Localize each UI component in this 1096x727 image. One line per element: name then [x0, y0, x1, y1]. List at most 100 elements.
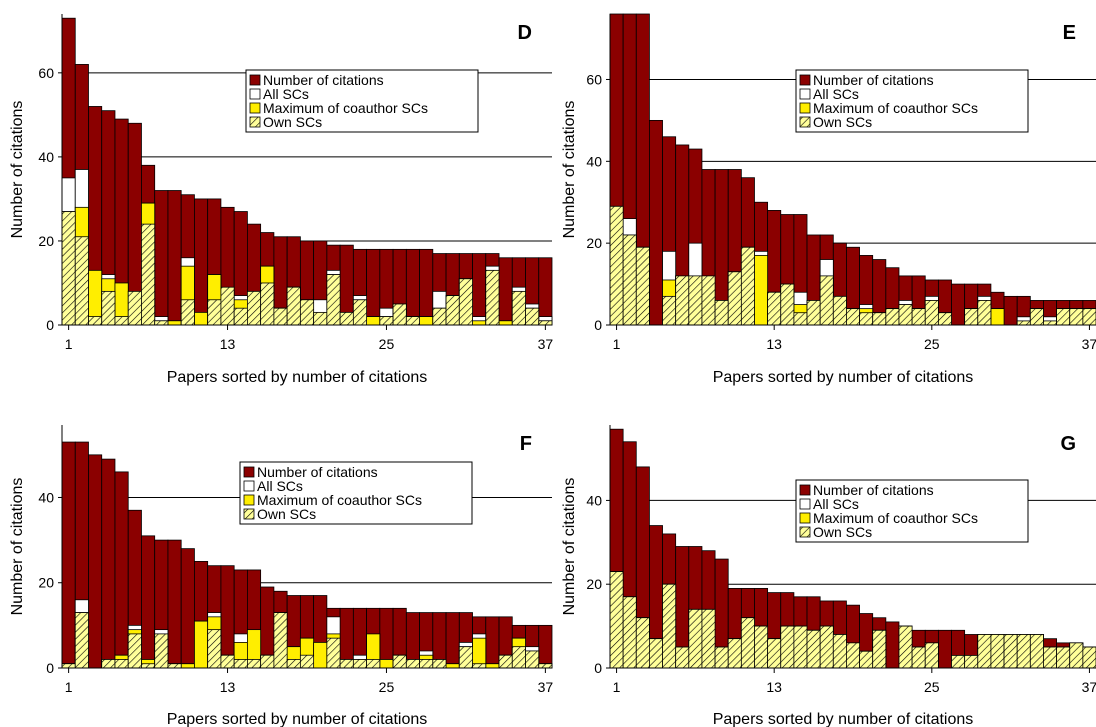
own-scs-bar — [352, 659, 367, 669]
own-scs-bar — [924, 642, 939, 669]
own-scs-bar — [220, 654, 235, 669]
y-tick-label: 40 — [38, 489, 54, 505]
citations-bar — [180, 548, 195, 669]
max-coauthor-scs-bar — [313, 642, 328, 669]
citations-bar — [485, 616, 500, 669]
own-scs-bar — [1043, 320, 1057, 326]
own-scs-bar — [525, 650, 540, 669]
citations-bar — [538, 257, 553, 326]
max-coauthor-scs-bar — [498, 320, 513, 326]
own-scs-bar — [832, 295, 847, 326]
own-scs-bar — [127, 290, 142, 326]
own-scs-bar — [1003, 634, 1018, 669]
own-scs-bar — [432, 307, 447, 326]
own-scs-bar — [154, 633, 169, 669]
own-scs-bar — [714, 300, 729, 326]
citations-bar — [649, 119, 663, 326]
own-scs-bar — [74, 236, 89, 326]
own-scs-bar — [101, 290, 116, 326]
own-scs-bar — [964, 308, 979, 326]
legend-label: Maximum of coauthor SCs — [813, 510, 978, 526]
own-scs-bar — [872, 312, 887, 326]
own-scs-bar — [273, 307, 288, 326]
citations-bar — [220, 565, 235, 669]
own-scs-bar — [88, 316, 103, 326]
legend-label: Number of citations — [263, 72, 384, 88]
citations-bar — [167, 190, 182, 326]
own-scs-bar — [754, 625, 769, 669]
own-scs-bar — [445, 295, 460, 326]
own-scs-bar — [806, 629, 821, 669]
citations-bar — [951, 283, 966, 326]
x-tick-label: 37 — [1082, 336, 1096, 352]
legend-swatch — [799, 512, 811, 524]
own-scs-bar — [392, 654, 407, 669]
own-scs-bar — [898, 304, 913, 326]
own-scs-bar — [260, 282, 275, 326]
x-tick-label: 25 — [379, 679, 395, 695]
citations-bar — [366, 248, 381, 326]
legend-swatch — [249, 102, 261, 114]
own-scs-bar — [339, 659, 354, 669]
own-scs-bar — [511, 646, 526, 669]
own-scs-bar — [635, 246, 650, 326]
legend-label: Own SCs — [813, 114, 872, 130]
own-scs-bar — [74, 612, 89, 669]
x-axis-label: Papers sorted by number of citations — [167, 369, 428, 386]
own-scs-bar — [260, 654, 275, 669]
y-tick-label: 60 — [38, 65, 54, 81]
max-coauthor-scs-bar — [366, 316, 381, 326]
own-scs-bar — [127, 633, 142, 669]
own-scs-bar — [61, 211, 76, 326]
y-axis-label: Number of citations — [561, 101, 578, 239]
own-scs-bar — [458, 278, 473, 326]
own-scs-bar — [662, 295, 677, 326]
own-scs-bar — [299, 299, 315, 326]
max-coauthor-scs-bar — [419, 316, 434, 326]
own-scs-bar — [609, 205, 624, 326]
panel-letter: F — [520, 433, 532, 455]
max-coauthor-scs-bar — [990, 308, 1005, 326]
own-scs-bar — [846, 642, 860, 669]
own-scs-bar — [793, 312, 808, 326]
legend-swatch — [799, 102, 811, 114]
own-scs-bar — [339, 311, 354, 326]
own-scs-bar — [819, 275, 834, 326]
legend-box — [239, 461, 473, 525]
x-tick-label: 13 — [766, 679, 782, 695]
own-scs-bar — [767, 291, 782, 326]
y-tick-label: 0 — [46, 660, 54, 676]
own-scs-bar — [366, 659, 381, 669]
citations-bar — [405, 248, 420, 326]
legend-label: Maximum of coauthor SCs — [263, 100, 428, 116]
own-scs-bar — [247, 659, 262, 669]
citations-bar — [885, 621, 900, 669]
own-scs-bar — [701, 608, 716, 669]
own-scs-bar — [286, 286, 301, 326]
own-scs-bar — [419, 659, 434, 669]
y-tick-label: 20 — [38, 575, 54, 591]
legend-label: Number of citations — [257, 464, 378, 480]
own-scs-bar — [233, 307, 248, 326]
own-scs-bar — [806, 300, 821, 326]
y-tick-label: 20 — [586, 576, 602, 592]
citations-bar — [141, 535, 156, 669]
own-scs-bar — [924, 300, 939, 326]
legend-swatch — [243, 480, 255, 492]
own-scs-bar — [1069, 308, 1084, 326]
citations-bar — [88, 454, 103, 669]
legend-swatch — [249, 74, 261, 86]
own-scs-bar — [326, 274, 341, 326]
own-scs-bar — [859, 312, 874, 326]
own-scs-bar — [964, 655, 979, 669]
citations-bar — [114, 471, 129, 669]
own-scs-bar — [167, 663, 182, 669]
own-scs-bar — [538, 663, 553, 669]
chart-panel-e: 0 20 40 60 1 13 25 37 Papers sorted by number of… — [561, 13, 1096, 386]
legend-swatch — [243, 508, 255, 520]
citations-bar — [445, 612, 460, 669]
max-coauthor-scs-bar — [472, 320, 487, 326]
x-tick-label: 13 — [220, 679, 236, 695]
